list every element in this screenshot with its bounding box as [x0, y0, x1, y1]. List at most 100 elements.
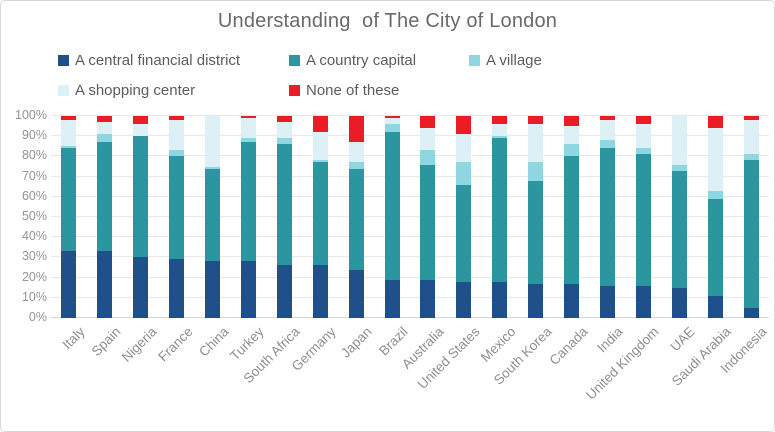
y-axis-label: 80% — [21, 148, 47, 163]
legend-label: None of these — [306, 81, 400, 99]
bar-united-states — [456, 116, 472, 318]
bar-segment-a-village — [743, 154, 759, 161]
bar-saudi-arabia — [707, 116, 723, 318]
bar-segment-a-country-capital — [456, 184, 472, 282]
bar-segment-a-central-financial-district — [635, 285, 651, 318]
bar-segment-a-shopping-center — [456, 134, 472, 163]
bar-segment-a-central-financial-district — [564, 283, 580, 318]
bar-south-korea — [528, 116, 544, 318]
legend-label: A country capital — [306, 51, 417, 69]
gridline-10 — [51, 296, 769, 298]
gridline-40 — [51, 236, 769, 238]
bar-segment-a-central-financial-district — [240, 261, 256, 318]
bar-segment-a-country-capital — [205, 168, 221, 262]
bar-segment-a-central-financial-district — [276, 265, 292, 318]
bar-segment-a-country-capital — [707, 198, 723, 296]
bar-segment-a-village — [707, 190, 723, 199]
gridline-90 — [51, 135, 769, 137]
gridline-20 — [51, 276, 769, 278]
bar-segment-a-country-capital — [564, 156, 580, 284]
bar-segment-a-central-financial-district — [456, 281, 472, 318]
bar-segment-a-shopping-center — [169, 120, 185, 151]
bar-turkey — [240, 116, 256, 318]
bar-segment-a-village — [528, 162, 544, 181]
bar-segment-a-country-capital — [743, 160, 759, 308]
bar-segment-a-country-capital — [169, 156, 185, 260]
bar-segment-a-central-financial-district — [61, 251, 77, 318]
bar-brazil — [384, 116, 400, 318]
y-axis-label: 90% — [21, 128, 47, 143]
bar-segment-none-of-these — [599, 116, 615, 121]
bar-segment-a-country-capital — [312, 162, 328, 266]
y-axis-label: 10% — [21, 289, 47, 304]
bar-segment-a-country-capital — [528, 180, 544, 284]
bar-segment-a-country-capital — [348, 168, 364, 270]
legend-item-none-of-these: None of these — [289, 81, 399, 99]
bar-segment-a-shopping-center — [707, 128, 723, 191]
legend-item-a-village: A village — [469, 51, 542, 69]
legend-label: A village — [486, 51, 542, 69]
bar-segment-none-of-these — [420, 116, 436, 129]
bar-segment-a-shopping-center — [635, 124, 651, 149]
bar-segment-a-village — [276, 138, 292, 145]
bar-italy — [61, 116, 77, 318]
bar-segment-a-shopping-center — [276, 122, 292, 139]
bar-segment-none-of-these — [240, 116, 256, 119]
bar-segment-none-of-these — [384, 116, 400, 119]
bar-segment-a-country-capital — [61, 148, 77, 252]
bar-mexico — [492, 116, 508, 318]
bar-segment-a-country-capital — [492, 138, 508, 282]
bar-segment-a-shopping-center — [599, 120, 615, 141]
bar-germany — [312, 116, 328, 318]
bar-segment-a-country-capital — [420, 164, 436, 280]
bar-segment-a-shopping-center — [564, 126, 580, 145]
bar-segment-a-village — [312, 160, 328, 163]
bar-segment-a-village — [420, 150, 436, 165]
bar-uae — [671, 116, 687, 318]
bar-segment-a-village — [169, 150, 185, 157]
bar-segment-a-country-capital — [384, 132, 400, 280]
gridline-50 — [51, 216, 769, 217]
legend-item-a-shopping-center: A shopping center — [58, 81, 195, 99]
legend-swatch-icon — [469, 54, 480, 66]
bar-segment-a-village — [599, 140, 615, 149]
bar-segment-a-shopping-center — [420, 128, 436, 151]
bar-segment-a-village — [635, 148, 651, 155]
y-axis-label: 50% — [21, 209, 47, 223]
bar-segment-a-shopping-center — [671, 116, 687, 165]
bar-indonesia — [743, 116, 759, 318]
gridline-0 — [51, 317, 769, 318]
bar-segment-a-country-capital — [276, 144, 292, 266]
bar-segment-none-of-these — [61, 116, 77, 121]
legend-label: A central financial district — [75, 51, 241, 69]
legend-item-a-country-capital: A country capital — [289, 51, 416, 69]
bar-segment-a-central-financial-district — [492, 281, 508, 318]
y-axis-label: 60% — [21, 188, 47, 203]
bar-segment-a-village — [671, 164, 687, 171]
bar-segment-none-of-these — [97, 116, 113, 123]
bar-segment-none-of-these — [492, 116, 508, 125]
gridline-70 — [51, 175, 769, 177]
bar-segment-a-central-financial-district — [599, 285, 615, 318]
bar-segment-a-shopping-center — [133, 124, 149, 137]
bar-segment-a-shopping-center — [348, 142, 364, 163]
bar-australia — [420, 116, 436, 318]
bar-segment-a-central-financial-district — [743, 307, 759, 318]
bar-segment-a-shopping-center — [743, 120, 759, 155]
bar-japan — [348, 116, 364, 318]
bar-segment-none-of-these — [133, 116, 149, 125]
gridline-80 — [51, 155, 769, 157]
bar-segment-none-of-these — [456, 116, 472, 135]
bar-segment-a-central-financial-district — [671, 287, 687, 318]
bar-segment-a-central-financial-district — [348, 269, 364, 318]
bar-segment-a-village — [456, 162, 472, 185]
bar-segment-a-village — [564, 144, 580, 157]
bar-segment-a-shopping-center — [528, 124, 544, 163]
bar-canada — [564, 116, 580, 318]
bar-segment-a-country-capital — [599, 148, 615, 286]
bar-segment-a-central-financial-district — [97, 251, 113, 318]
y-axis-label: 100% — [15, 108, 47, 122]
y-axis-label: 40% — [21, 229, 47, 244]
bar-segment-a-village — [492, 136, 508, 139]
